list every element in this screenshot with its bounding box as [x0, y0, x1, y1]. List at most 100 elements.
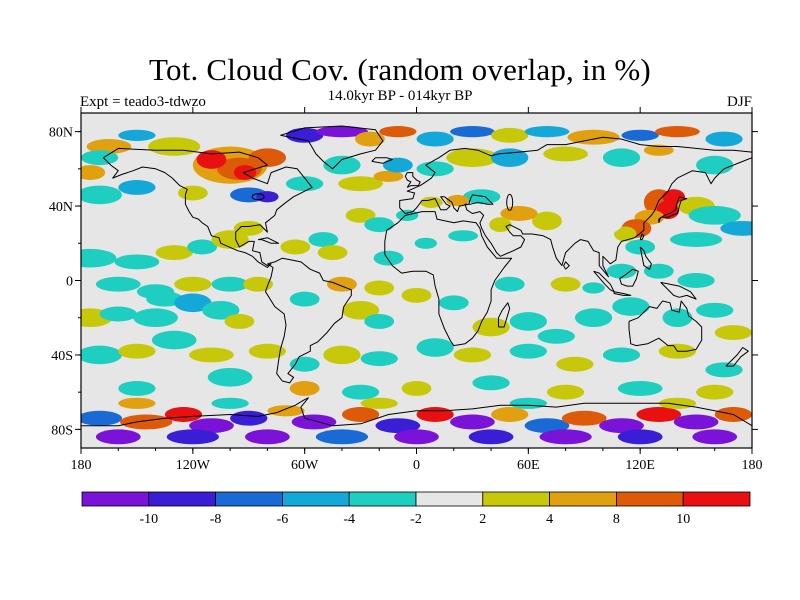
anomaly-patch	[617, 381, 663, 396]
lon-tick-label: 0	[413, 458, 420, 473]
colorbar-label: -6	[277, 512, 289, 527]
coastline	[81, 397, 752, 427]
coastline	[725, 347, 749, 367]
anomaly-patch	[438, 295, 469, 311]
anomaly-patch	[243, 276, 273, 292]
anomaly-patch	[448, 230, 479, 242]
lon-tick-label: 120E	[625, 458, 655, 473]
map-axes: 80N 40N 0 40S 80S 180 120W 60W 0 60E 120E 180	[49, 107, 763, 473]
anomaly-patch	[621, 129, 659, 141]
anomaly-patch	[453, 347, 492, 363]
colorbar-swatch	[482, 491, 550, 507]
anomaly-patch	[643, 263, 674, 279]
anomaly-patch	[341, 300, 380, 320]
anomaly-patch	[323, 155, 361, 175]
anomaly-patch	[207, 367, 253, 387]
anomaly-patch	[494, 276, 525, 292]
anomaly-patch	[373, 250, 404, 266]
anomaly-patch	[617, 429, 663, 445]
anomaly-patch	[401, 287, 432, 303]
colorbar-label: 8	[613, 512, 620, 527]
anomaly-patch	[561, 410, 607, 426]
coastline	[265, 257, 352, 384]
anomaly-patch	[245, 429, 290, 445]
lat-tick-label: 80N	[49, 126, 73, 141]
coastline	[628, 300, 703, 352]
anomaly-patch	[166, 429, 219, 445]
anomaly-patch	[341, 384, 380, 400]
anomaly-patch	[614, 226, 637, 242]
anomaly-patch	[450, 414, 495, 430]
anomaly-patch	[315, 429, 369, 445]
anomaly-patch	[468, 429, 514, 445]
colorbar-label: 10	[676, 512, 690, 527]
anomaly-patch	[202, 300, 240, 320]
experiment-label: Expt = teado3-tdwzo	[80, 94, 206, 110]
colorbar-swatch	[616, 491, 684, 507]
colorbar-swatch	[81, 491, 150, 507]
anomaly-patch	[196, 150, 227, 169]
anomaly-patch	[289, 291, 320, 307]
colorbar-swatch	[549, 491, 617, 507]
colorbar-label: 2	[479, 512, 486, 527]
lat-tick-label: 40N	[49, 200, 73, 215]
anomaly-patch	[360, 397, 398, 409]
anomaly-patch	[705, 362, 743, 378]
coastline	[371, 157, 393, 164]
colorbar-label: -10	[139, 512, 158, 527]
colorbar-swatch	[215, 491, 283, 507]
anomaly-patch	[155, 245, 193, 261]
anomaly-patch	[662, 308, 693, 328]
anomaly-patch	[446, 148, 499, 167]
anomaly-patch	[677, 273, 715, 288]
anomaly-patch	[114, 254, 160, 270]
coastline	[658, 196, 688, 223]
lon-tick-label: 180	[71, 458, 92, 473]
colorbar-swatch	[348, 491, 417, 507]
anomaly-patch	[291, 414, 337, 430]
anomaly-patch	[509, 397, 547, 409]
anomaly-patch	[491, 148, 529, 167]
anomaly-patch	[267, 405, 305, 417]
anomaly-patch	[373, 170, 404, 182]
anomaly-patch	[177, 185, 208, 201]
anomaly-patch	[696, 384, 734, 400]
anomaly-patch	[81, 345, 122, 365]
colorbar-swatch	[281, 491, 350, 507]
anomaly-patch	[574, 308, 613, 328]
anomaly-patch	[532, 211, 562, 231]
anomaly-patch	[602, 347, 641, 363]
coastline	[384, 211, 513, 347]
anomaly-patch	[472, 375, 510, 391]
coastline	[639, 233, 645, 241]
anomaly-field	[81, 126, 752, 445]
coastline	[280, 125, 384, 170]
anomaly-patch	[233, 220, 264, 236]
coastline	[613, 291, 632, 296]
anomaly-patch	[491, 127, 529, 143]
anomaly-patch	[286, 127, 324, 143]
colorbar-label: 4	[546, 512, 553, 527]
anomaly-patch	[211, 230, 249, 249]
anomaly-patch	[537, 328, 575, 344]
anomaly-patch	[118, 129, 156, 141]
colorbar-swatch	[415, 491, 484, 507]
anomaly-patch	[567, 129, 620, 145]
anomaly-patch	[354, 131, 385, 147]
coastline	[399, 136, 752, 278]
anomaly-patch	[224, 314, 255, 329]
anomaly-patch	[261, 226, 292, 242]
lat-tick-label: 80S	[51, 423, 73, 438]
anomaly-patch	[491, 407, 529, 422]
anomaly-patch	[524, 126, 570, 138]
anomaly-patch	[317, 245, 348, 261]
anomaly-patch	[669, 232, 723, 247]
anomaly-patch	[280, 239, 311, 255]
anomaly-patch	[174, 276, 212, 292]
anomaly-patch	[643, 144, 674, 156]
coastline	[563, 261, 570, 270]
anomaly-patch	[636, 407, 682, 422]
anomaly-patch	[211, 397, 249, 409]
anomaly-patch	[99, 306, 137, 322]
coastlines	[81, 125, 752, 427]
